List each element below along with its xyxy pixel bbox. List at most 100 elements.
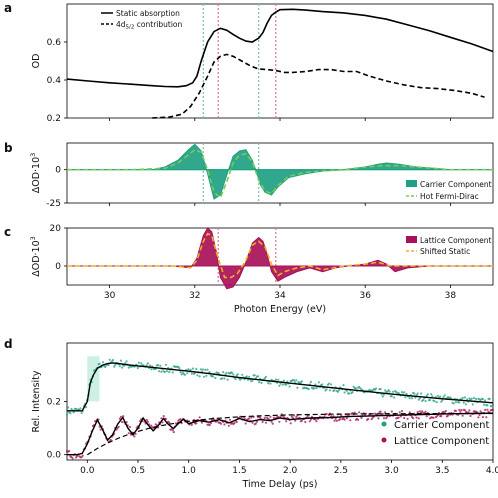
panel-d-lattice-point	[360, 416, 363, 419]
legend-a-contribution: 4d5/2 contribution	[116, 20, 182, 31]
panel-d-lattice-point	[444, 409, 447, 413]
panel-d-lattice-point	[127, 432, 130, 435]
panel-d-lattice-point	[235, 420, 238, 424]
panel-label-c: c	[4, 225, 11, 239]
panel-d-carrier-point	[178, 367, 181, 370]
panel-d-lattice-point	[424, 410, 427, 413]
panel-d-lattice-point	[134, 432, 137, 435]
panel-a-ytick-label: 0.4	[47, 76, 62, 86]
panel-d-carrier-point	[296, 386, 299, 389]
panel-c-ylabel: ΔOD·103	[29, 236, 42, 277]
panel-d-lattice-point	[109, 438, 112, 442]
panel-d-carrier-point	[282, 379, 285, 382]
panel-d-carrier-point	[121, 366, 124, 369]
panel-d-carrier-point	[354, 387, 357, 390]
legend-d-carrier: Carrier Component	[394, 420, 490, 431]
panel-d-lattice-point	[481, 416, 484, 419]
panel-d-lattice-point	[417, 417, 420, 420]
panel-d-lattice-point	[343, 418, 346, 421]
panel-d-lattice-point	[300, 419, 303, 422]
panel-d-carrier-point	[125, 360, 128, 363]
panel-d-carrier-point	[343, 391, 346, 394]
panel-d-carrier-point	[118, 365, 121, 368]
panel-d-carrier-point	[317, 381, 320, 384]
panel-d-lattice-point	[285, 420, 288, 423]
panel-d-carrier-point	[388, 390, 391, 393]
panel-d-carrier-point	[234, 378, 237, 381]
panel-d-carrier-point	[404, 396, 407, 399]
panel-d-lattice-point	[398, 411, 401, 414]
panel-d-lattice-point	[133, 435, 136, 438]
panel-d-lattice-point	[278, 420, 281, 423]
panel-d-carrier-point	[330, 383, 333, 386]
panel-d-carrier-point	[452, 402, 455, 405]
panel-d-lattice-point	[382, 417, 386, 420]
panel-c-xtick-label: 30	[104, 291, 116, 301]
panel-d-lattice-point	[458, 408, 461, 411]
panel-d-lattice-point	[386, 415, 389, 418]
panel-b: -25 0 ΔOD·103	[29, 142, 494, 209]
panel-d-xtick-label: 0.0	[80, 466, 95, 476]
panel-d-lattice-point	[416, 410, 419, 414]
panel-d-lattice-point	[261, 420, 264, 424]
panel-d-lattice-point	[279, 415, 282, 418]
panel-d-carrier-point	[212, 375, 215, 378]
panel-d-carrier-point	[424, 400, 427, 403]
panel-a-frame	[66, 3, 494, 119]
panel-d-carrier-point	[180, 373, 183, 376]
panel-b-ytick-label: 0	[55, 166, 61, 176]
panel-d-carrier-point	[337, 389, 341, 392]
panel-d-carrier-point	[245, 375, 248, 378]
panel-d-lattice-point	[128, 425, 131, 428]
panel-d-xtick-label: 2.0	[283, 466, 298, 476]
panel-d-lattice-point	[117, 425, 120, 428]
panel-d-lattice-point	[406, 417, 409, 420]
panel-d-carrier-point	[231, 371, 234, 375]
panel-d-lattice-point	[269, 415, 272, 418]
panel-d-carrier-point	[65, 413, 69, 416]
panel-d-carrier-point	[345, 389, 348, 392]
panel-d-lattice-point	[357, 418, 360, 421]
panel-d-lattice-point	[171, 429, 174, 432]
panel-d-carrier-point	[281, 383, 284, 386]
panel-d-carrier-point	[381, 395, 384, 398]
panel-d-carrier-point	[264, 375, 267, 378]
panel-d-lattice-point	[271, 422, 274, 425]
panel-d-carrier-point	[253, 374, 256, 377]
panel-d-carrier-point	[163, 370, 166, 374]
panel-d-carrier-point	[80, 411, 83, 414]
panel-d-lattice-point	[340, 414, 343, 417]
panel-d-carrier-point	[484, 399, 487, 402]
panel-d-lattice-point	[228, 418, 232, 421]
panel-d-carrier-point	[226, 378, 229, 381]
panel-b-ylabel: ΔOD·103	[29, 153, 42, 194]
panel-d-lattice-point	[353, 411, 356, 414]
panel-d-carrier-point	[486, 404, 489, 407]
panel-d-lattice-point	[121, 420, 124, 424]
panel-d-lattice-point	[304, 420, 307, 424]
panel-d-lattice-point	[99, 428, 102, 431]
panel-d-lattice-point	[309, 418, 312, 421]
panel-d-lattice-point	[484, 408, 487, 411]
panel-d-lattice-point	[294, 419, 297, 422]
panel-d-lattice-point	[461, 414, 464, 417]
panel-d-carrier-point	[488, 397, 491, 400]
legend-a: Static absorption 4d5/2 contribution	[101, 9, 182, 31]
panel-d-carrier-point	[150, 368, 153, 371]
panel-label-b: b	[4, 141, 13, 155]
panel-c-xtick-label: 34	[274, 291, 286, 301]
panel-d-carrier-point	[405, 392, 408, 396]
panel-d-carrier-point	[470, 397, 473, 400]
panel-d-carrier-point	[430, 393, 433, 396]
panel-a-ytick-label: 0.2	[47, 114, 61, 124]
panel-d-carrier-point	[429, 398, 432, 402]
panel-c-xtick-label: 32	[189, 291, 200, 301]
panel-c-ytick-label: 20	[50, 224, 62, 234]
panel-d-lattice-point	[399, 415, 402, 418]
legend-c: Lattice Component Shifted Static	[406, 236, 491, 256]
panel-a-series-1	[152, 53, 485, 119]
panel-d-lattice-point	[477, 416, 480, 419]
panel-d-carrier-point	[321, 383, 324, 386]
panel-d-carrier-point	[278, 384, 281, 387]
